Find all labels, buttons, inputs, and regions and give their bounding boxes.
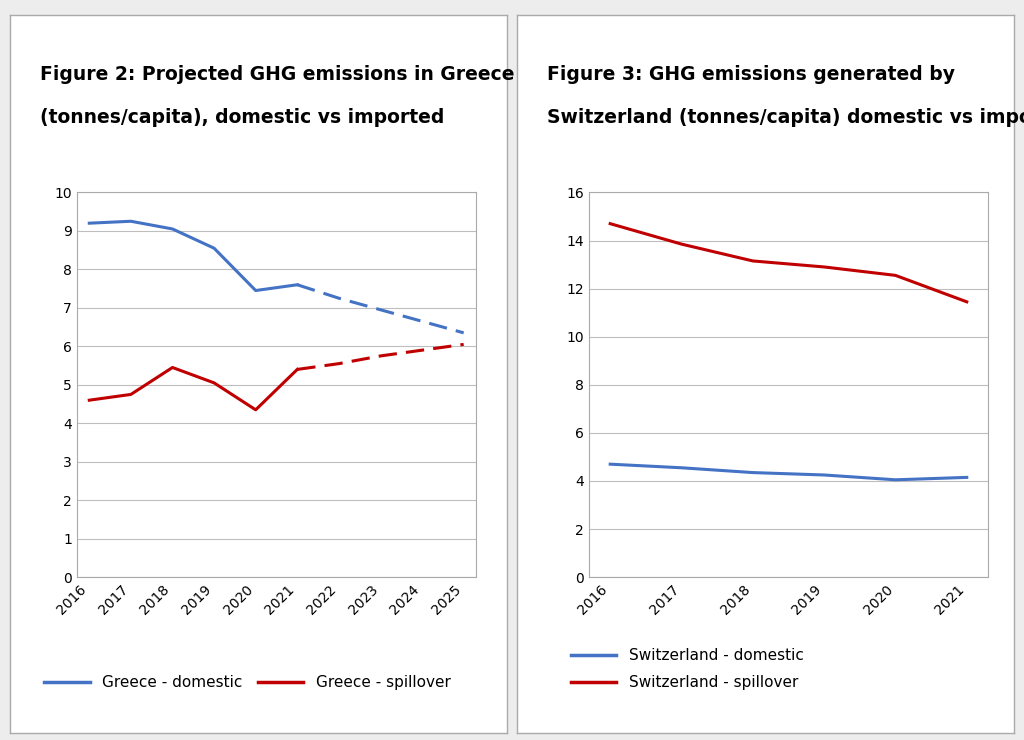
Legend: Greece - domestic, Greece - spillover: Greece - domestic, Greece - spillover — [38, 669, 457, 696]
Text: (tonnes/capita), domestic vs imported: (tonnes/capita), domestic vs imported — [40, 108, 444, 127]
Text: Figure 2: Projected GHG emissions in Greece: Figure 2: Projected GHG emissions in Gre… — [40, 65, 514, 84]
Legend: Switzerland - domestic, Switzerland - spillover: Switzerland - domestic, Switzerland - sp… — [564, 642, 810, 696]
Text: Figure 3: GHG emissions generated by: Figure 3: GHG emissions generated by — [547, 65, 955, 84]
Text: Switzerland (tonnes/capita) domestic vs imported: Switzerland (tonnes/capita) domestic vs … — [547, 108, 1024, 127]
